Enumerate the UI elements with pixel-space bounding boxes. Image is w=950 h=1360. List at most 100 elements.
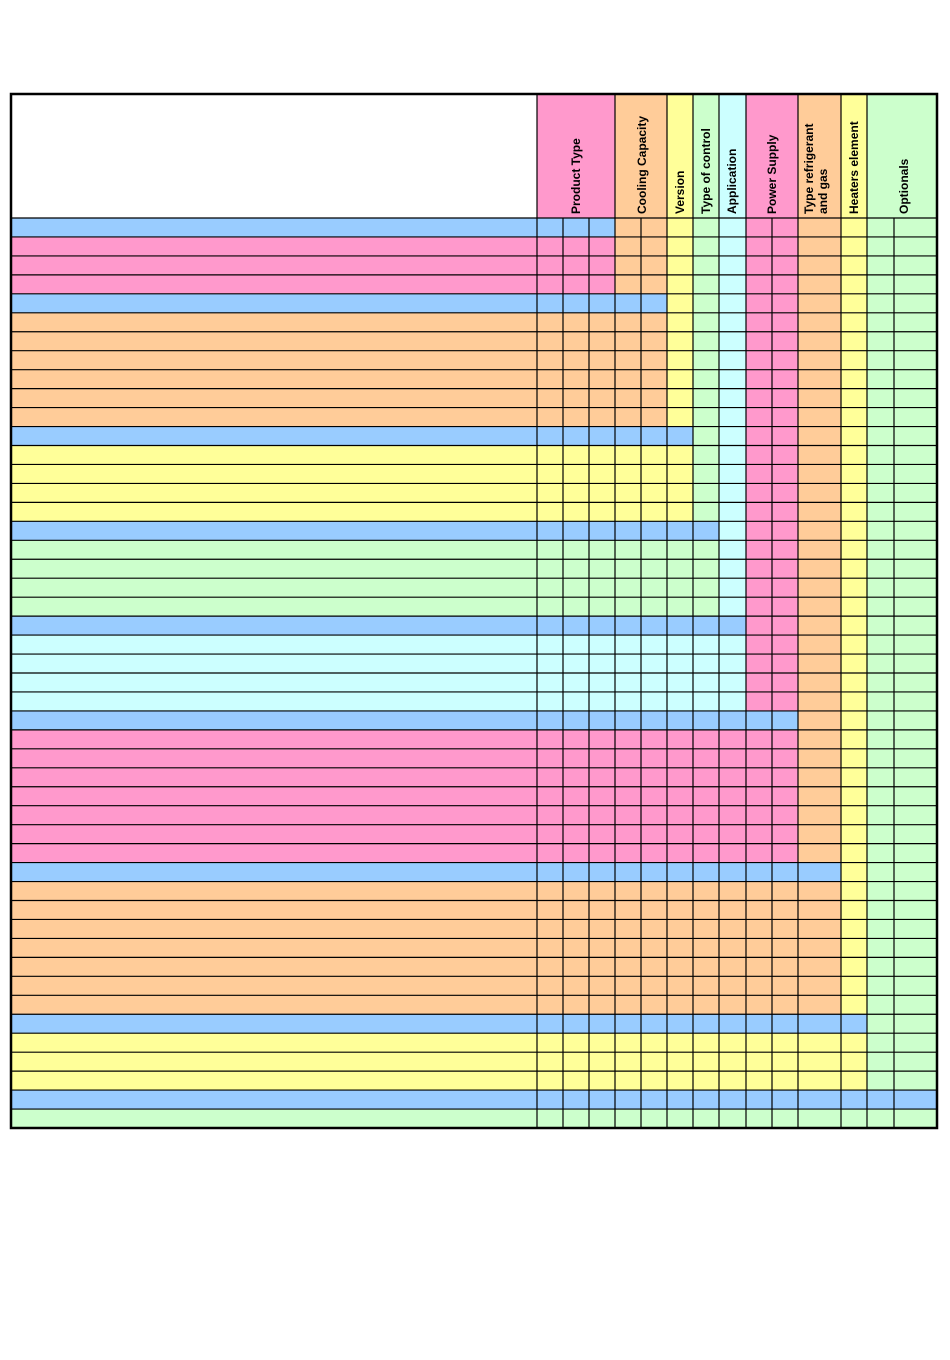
code-cell: [867, 1071, 937, 1091]
code-cell: [667, 293, 693, 313]
code-cell: [667, 502, 693, 522]
column-header-label: Type refrigerant: [802, 124, 816, 214]
row-description-cell: [11, 597, 537, 617]
row-description-cell: [11, 957, 537, 977]
row-description-cell: [11, 691, 537, 711]
code-cell: [537, 1090, 615, 1110]
code-cell: [841, 900, 867, 920]
code-cell: [798, 729, 841, 749]
table-row: [11, 938, 937, 958]
code-cell: [867, 274, 937, 294]
code-cell: [867, 464, 937, 484]
code-cell: [667, 331, 693, 351]
code-cell: [667, 578, 693, 598]
table-row: [11, 824, 937, 844]
row-description-cell: [11, 767, 537, 787]
code-cell: [841, 350, 867, 370]
table-row: [11, 729, 937, 749]
code-cell: [719, 767, 746, 787]
code-cell: [719, 976, 746, 996]
table-row: [11, 597, 937, 617]
code-cell: [867, 767, 937, 787]
code-cell: [867, 540, 937, 560]
code-cell: [841, 843, 867, 863]
code-cell: [841, 805, 867, 825]
code-cell: [798, 426, 841, 446]
code-cell: [719, 748, 746, 768]
code-cell: [667, 691, 693, 711]
row-description-cell: [11, 236, 537, 256]
code-cell: [537, 919, 615, 939]
separator-row: [11, 1090, 937, 1110]
table-row: [11, 407, 937, 427]
code-cell: [693, 881, 719, 901]
code-cell: [667, 521, 693, 541]
row-description-cell: [11, 218, 537, 237]
code-cell: [537, 862, 615, 882]
code-cell: [667, 597, 693, 617]
code-cell: [667, 236, 693, 256]
code-cell: [719, 995, 746, 1015]
code-cell: [841, 369, 867, 389]
row-description-cell: [11, 710, 537, 730]
code-cell: [719, 369, 746, 389]
code-cell: [693, 578, 719, 598]
code-cell: [719, 350, 746, 370]
code-cell: [719, 1033, 746, 1053]
row-description-cell: [11, 388, 537, 408]
code-cell: [719, 464, 746, 484]
code-cell: [667, 1014, 693, 1034]
code-cell: [537, 236, 615, 256]
code-cell: [867, 236, 937, 256]
code-cell: [798, 407, 841, 427]
code-cell: [841, 1090, 867, 1110]
code-cell: [719, 559, 746, 579]
code-cell: [537, 767, 615, 787]
code-cell: [537, 616, 615, 636]
row-description-cell: [11, 805, 537, 825]
code-cell: [537, 748, 615, 768]
code-cell: [537, 1071, 615, 1091]
code-cell: [867, 673, 937, 692]
row-description-cell: [11, 1090, 537, 1110]
code-cell: [719, 786, 746, 806]
header-cell-power-supply: [746, 94, 798, 218]
code-cell: [798, 654, 841, 673]
code-cell: [537, 312, 615, 332]
code-cell: [719, 616, 746, 636]
code-cell: [719, 635, 746, 655]
code-cell: [537, 255, 615, 275]
code-cell: [867, 919, 937, 939]
code-cell: [693, 1109, 719, 1128]
code-cell: [693, 900, 719, 920]
code-cell: [719, 805, 746, 825]
row-description-cell: [11, 748, 537, 768]
code-cell: [693, 369, 719, 389]
code-cell: [841, 616, 867, 636]
code-cell: [841, 559, 867, 579]
code-cell: [841, 767, 867, 787]
code-cell: [841, 976, 867, 996]
code-cell: [841, 919, 867, 939]
code-cell: [537, 1014, 615, 1034]
code-cell: [867, 293, 937, 313]
code-cell: [798, 350, 841, 370]
code-cell: [719, 578, 746, 598]
table-row: [11, 540, 937, 560]
code-cell: [667, 388, 693, 408]
row-description-cell: [11, 578, 537, 598]
code-cell: [667, 350, 693, 370]
code-cell: [719, 540, 746, 560]
row-description-cell: [11, 824, 537, 844]
code-cell: [841, 1033, 867, 1053]
code-cell: [867, 1090, 937, 1110]
code-cell: [537, 464, 615, 484]
code-cell: [841, 502, 867, 522]
code-cell: [867, 616, 937, 636]
code-cell: [867, 1033, 937, 1053]
code-cell: [867, 597, 937, 617]
code-cell: [537, 995, 615, 1015]
row-description-cell: [11, 654, 537, 673]
code-cell: [841, 786, 867, 806]
code-cell: [667, 862, 693, 882]
